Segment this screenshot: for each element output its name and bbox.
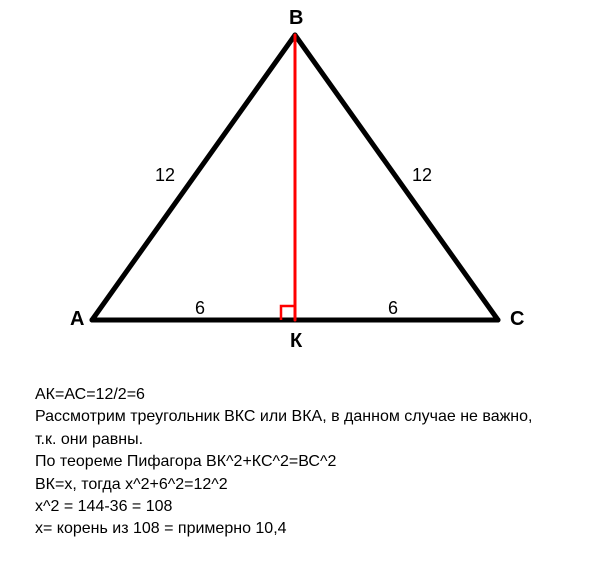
vertex-label-k: К [290, 330, 302, 353]
solution-text: АК=АС=12/2=6Рассмотрим треугольник ВКС и… [35, 384, 532, 541]
side-label-kc: 6 [388, 298, 398, 319]
side-ab [92, 35, 295, 320]
side-bc [295, 35, 498, 320]
side-label-bc: 12 [412, 165, 432, 186]
solution-line: АК=АС=12/2=6 [35, 384, 532, 406]
vertex-label-c: C [510, 308, 524, 331]
solution-line: т.к. они равны. [35, 429, 532, 451]
geometry-problem: A B C К 12 12 6 6 АК=АС=12/2=6Рассмотрим… [0, 0, 600, 566]
side-label-ab: 12 [155, 165, 175, 186]
side-label-ak: 6 [195, 298, 205, 319]
solution-line: Рассмотрим треугольник ВКС или ВКА, в да… [35, 406, 532, 428]
solution-line: х= корень из 108 = примерно 10,4 [35, 518, 532, 540]
vertex-label-a: A [70, 308, 84, 331]
vertex-label-b: B [289, 7, 303, 30]
solution-line: ВК=х, тогда х^2+6^2=12^2 [35, 474, 532, 496]
solution-line: По теореме Пифагора ВК^2+КС^2=ВС^2 [35, 451, 532, 473]
solution-line: х^2 = 144-36 = 108 [35, 496, 532, 518]
